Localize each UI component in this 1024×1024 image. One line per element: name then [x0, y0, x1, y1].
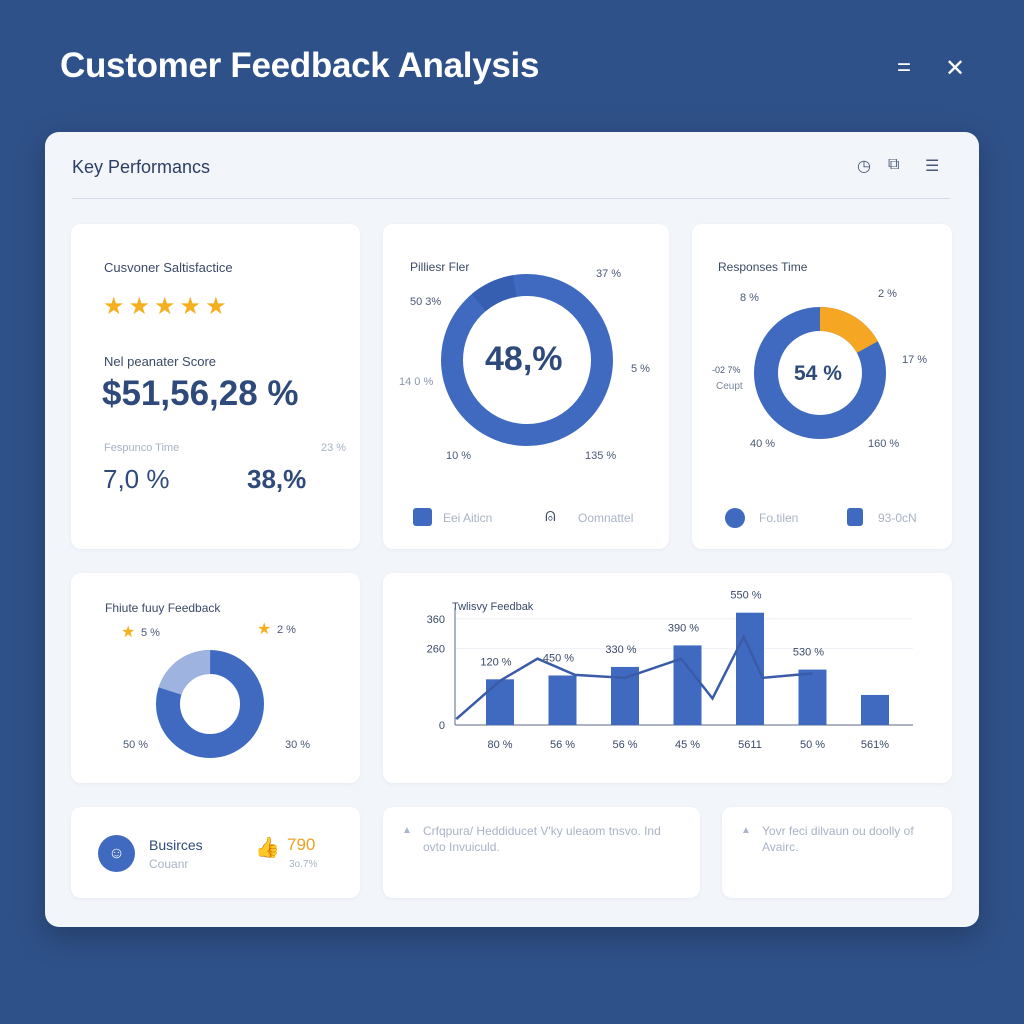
card-title: Cusvoner Saltisfactice [104, 260, 233, 275]
trend-line [455, 633, 813, 721]
nps-value: $51,56,28 % [102, 374, 299, 413]
triangle-icon: ▲ [741, 825, 751, 836]
close-icon[interactable]: ✕ [945, 55, 966, 82]
donut-center-value: 48,% [485, 340, 563, 378]
bar-value-label: 530 % [793, 647, 824, 659]
business-card: ☺ Busirces Couanr 👍 790 3o.7% [71, 807, 360, 898]
footer-link[interactable]: Eei Aiticn [443, 511, 493, 525]
divider [72, 198, 950, 199]
bar-value-label: 450 % [543, 652, 574, 664]
response-small: 23 % [321, 442, 347, 454]
donut-label: Ceupt [716, 381, 743, 392]
note-card: ▲ Yovr feci dilvaun ou doolly of Avairc. [722, 807, 952, 898]
pillars-card: Pilliesr Fler 48,% 50 3% 37 % 5 % 14 0 %… [383, 224, 669, 549]
triangle-icon: ▲ [402, 825, 412, 836]
chart-title: Twlisvy Feedbak [452, 601, 534, 613]
satisfaction-card: Cusvoner Saltisfactice ★★★★★ Nel peanate… [71, 224, 360, 549]
pillars-donut [441, 274, 613, 446]
business-value: 790 [287, 835, 316, 854]
bar [486, 679, 514, 725]
response-label: Fespunco Time [104, 442, 180, 454]
note-text: Crfqpura/ Heddiducet V'ky uleaom tnsvo. … [423, 824, 661, 854]
y-tick-label: 0 [439, 720, 445, 732]
donut-label: 160 % [868, 438, 900, 450]
business-title: Busirces [149, 837, 203, 853]
nps-label: Nel peanater Score [104, 354, 217, 369]
bar-value-label: 550 % [730, 590, 761, 602]
export-icon[interactable]: ⧉ [888, 156, 900, 173]
bar [861, 694, 889, 725]
card-title: Fhiute fuuy Feedback [105, 601, 221, 615]
donut-label: 10 % [446, 450, 472, 462]
footer-link[interactable]: 93-0cN [878, 511, 917, 525]
panel-title: Key Performancs [72, 157, 211, 177]
bar-chart: 0 260 360 120 % 80 % 450 % 56 % 330 % 56 % 390 % 4… [427, 590, 913, 751]
bar-value-label: 390 % [668, 622, 699, 634]
note-card: ▲ Crfqpura/ Heddiducet V'ky uleaom tnsvo… [383, 807, 700, 898]
note-text: Yovr feci dilvaun ou doolly of Avairc. [762, 824, 914, 854]
donut-label: 37 % [596, 268, 622, 280]
bar [736, 612, 764, 725]
timer-icon[interactable]: ◷ [857, 158, 871, 175]
donut-label: -02 7% [712, 365, 741, 375]
second-value: 38,% [247, 464, 307, 494]
cart-icon[interactable] [725, 508, 745, 528]
donut-label: 40 % [750, 438, 776, 450]
donut-label: 2 % [277, 624, 296, 636]
menu-icon[interactable]: = [897, 54, 912, 81]
donut-label: 5 % [631, 363, 650, 375]
user-icon[interactable]: ⍝ [545, 505, 556, 525]
bar-value-label: 330 % [605, 644, 636, 656]
x-tick-label: 561% [861, 739, 889, 751]
y-tick-label: 260 [427, 643, 445, 655]
card-title: Pilliesr Fler [410, 260, 470, 274]
response-donut [754, 307, 886, 439]
response-card: Responses Time 54 % 8 % 2 % 17 % -02 7% … [692, 224, 952, 549]
dashboard-panel: Key Performancs ◷ ⧉ ☰ Cusvoner Saltisfac… [45, 132, 979, 927]
donut-label: 5 % [141, 627, 160, 639]
thumbs-up-icon: 👍 [255, 837, 280, 859]
x-tick-label: 56 % [550, 739, 575, 751]
donut-label: 17 % [902, 354, 928, 366]
donut-label: 2 % [878, 288, 897, 300]
footer-link[interactable]: Fo.tilen [759, 511, 799, 525]
filter-icon[interactable]: ☰ [925, 158, 940, 175]
future-donut [156, 650, 264, 758]
donut-label: 14 0 % [399, 376, 434, 388]
future-feedback-card: Fhiute fuuy Feedback ★ 5 % ★ 2 % 50 % 30… [71, 573, 360, 783]
bar-value-label: 120 % [480, 656, 511, 668]
x-tick-label: 50 % [800, 739, 825, 751]
star-icon: ★ [121, 624, 136, 641]
business-icon: ☺ [98, 835, 135, 872]
business-value-sub: 3o.7% [289, 859, 318, 870]
donut-label: 30 % [285, 739, 311, 751]
star-icon: ★ [257, 621, 272, 638]
bar [798, 669, 827, 725]
x-tick-label: 80 % [487, 739, 512, 751]
x-tick-label: 45 % [675, 739, 700, 751]
business-sub: Couanr [149, 857, 189, 871]
page-title: Customer Feedback Analysis [60, 46, 540, 85]
x-tick-label: 5611 [738, 739, 762, 751]
y-tick-label: 360 [427, 614, 445, 626]
donut-label: 50 % [123, 739, 149, 751]
star-rating: ★★★★★ [103, 293, 231, 320]
home-icon[interactable] [413, 508, 432, 526]
card-title: Responses Time [718, 260, 808, 274]
x-tick-label: 56 % [612, 739, 637, 751]
footer-link[interactable]: Oomnattel [578, 511, 634, 525]
donut-label: 8 % [740, 292, 759, 304]
bag-icon[interactable] [847, 508, 863, 526]
bar [673, 645, 702, 725]
donut-label: 50 3% [410, 296, 442, 308]
bar-chart-card: Twlisvy Feedbak 0 260 360 120 % 80 % 450 % 56 … [383, 573, 952, 783]
donut-center-value: 54 % [794, 362, 842, 385]
response-value: 7,0 % [103, 464, 170, 494]
donut-label: 135 % [585, 450, 617, 462]
bar [548, 675, 577, 725]
